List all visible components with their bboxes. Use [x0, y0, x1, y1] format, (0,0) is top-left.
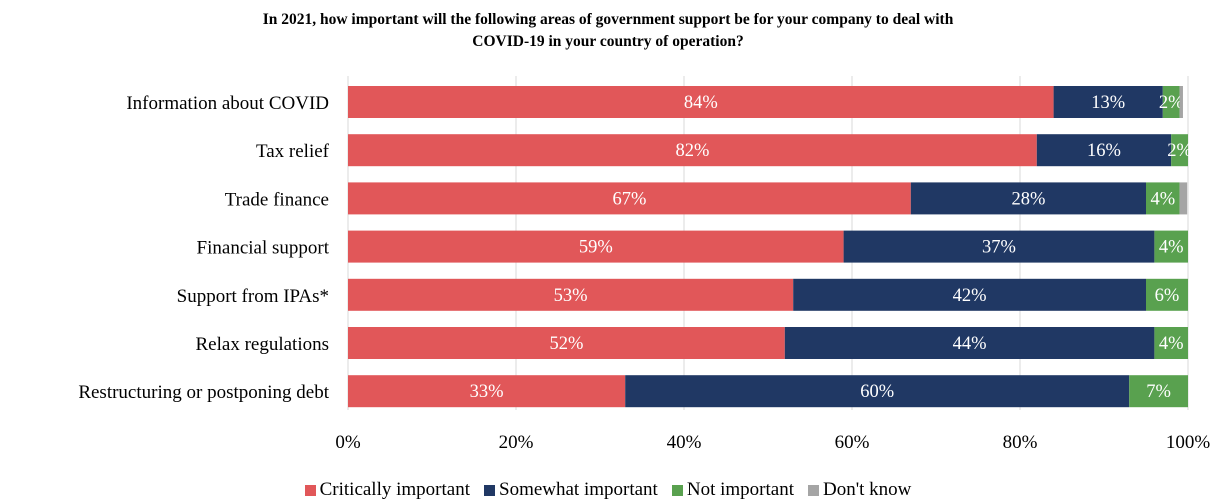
chart-title-line-2: COVID-19 in your country of operation? [472, 33, 744, 50]
bar-segment [348, 86, 1054, 118]
bar-segment [1171, 134, 1188, 167]
legend-label: Critically important [319, 479, 470, 500]
data-label: 84% [684, 93, 718, 113]
chart-title-line-1: In 2021, how important will the followin… [262, 11, 954, 28]
category-label: Restructuring or postponing debt [78, 382, 329, 403]
category-label: Financial support [197, 238, 330, 259]
legend-item: Critically important [304, 479, 470, 500]
data-label: 2% [1159, 93, 1184, 113]
data-label: 67% [612, 189, 646, 209]
data-label: 28% [1011, 189, 1045, 209]
bar-segment [1162, 86, 1180, 118]
data-label: 42% [953, 286, 987, 306]
bar-segment [348, 278, 794, 311]
data-label: 33% [470, 382, 504, 402]
bar-segment [843, 230, 1155, 263]
legend-label: Not important [686, 479, 794, 500]
data-label: 4% [1159, 238, 1184, 258]
data-label: 16% [1087, 141, 1121, 161]
x-tick-label: 60% [835, 432, 870, 453]
bar-segment [348, 230, 844, 263]
bar-segment [1179, 182, 1188, 215]
bar-segment [348, 327, 785, 359]
data-label: 7% [1146, 382, 1171, 402]
bar-segment [1053, 86, 1163, 118]
legend-swatch [304, 484, 316, 496]
x-tick-label: 0% [335, 432, 361, 453]
data-label: 52% [549, 334, 583, 354]
bar-segment [1146, 278, 1188, 311]
bar-segment [348, 134, 1037, 167]
bar-segment [1036, 134, 1172, 167]
data-label: 59% [579, 238, 613, 258]
data-label: 2% [1167, 141, 1192, 161]
data-label: 13% [1091, 93, 1125, 113]
legend-swatch [671, 484, 683, 496]
x-tick-label: 80% [1003, 432, 1038, 453]
legend-label: Somewhat important [499, 479, 658, 500]
bar-segment [348, 375, 626, 408]
bar-segment [1179, 86, 1183, 118]
chart-title: In 2021, how important will the followin… [0, 9, 1216, 53]
bar-segment [1154, 230, 1188, 263]
data-label: 6% [1155, 286, 1180, 306]
chart-legend: Critically important Somewhat important No… [0, 480, 1216, 500]
bar-segment [1129, 375, 1188, 408]
data-label: 44% [953, 334, 987, 354]
legend-swatch [807, 484, 819, 496]
category-label: Information about COVID [126, 93, 329, 114]
bar-segment [784, 327, 1155, 359]
legend-label: Don't know [822, 479, 912, 500]
x-tick-label: 40% [667, 432, 702, 453]
bar-segment [348, 182, 911, 215]
legend-item: Not important [671, 479, 794, 500]
legend-item: Don't know [807, 479, 912, 500]
data-label: 60% [860, 382, 894, 402]
x-tick-label: 100% [1166, 432, 1211, 453]
legend-item: Somewhat important [484, 480, 658, 500]
bar-segment [1146, 182, 1180, 215]
bar-segment [625, 375, 1130, 408]
bar-segment [793, 278, 1146, 311]
bar-segment [1154, 327, 1188, 359]
x-tick-label: 20% [499, 432, 534, 453]
bar-chart: 84% 13% 2% Information about COVID 82% 16% 2% T… [78, 76, 1211, 453]
data-label: 4% [1159, 334, 1184, 354]
data-label: 53% [554, 286, 588, 306]
data-label: 4% [1150, 189, 1175, 209]
bar-segment [910, 182, 1146, 215]
legend-swatch [484, 484, 495, 496]
category-label: Support from IPAs* [177, 286, 329, 307]
category-label: Relax regulations [196, 334, 330, 355]
category-label: Tax relief [256, 141, 330, 162]
data-label: 37% [982, 238, 1016, 258]
data-label: 82% [675, 141, 709, 161]
category-label: Trade finance [225, 189, 329, 210]
